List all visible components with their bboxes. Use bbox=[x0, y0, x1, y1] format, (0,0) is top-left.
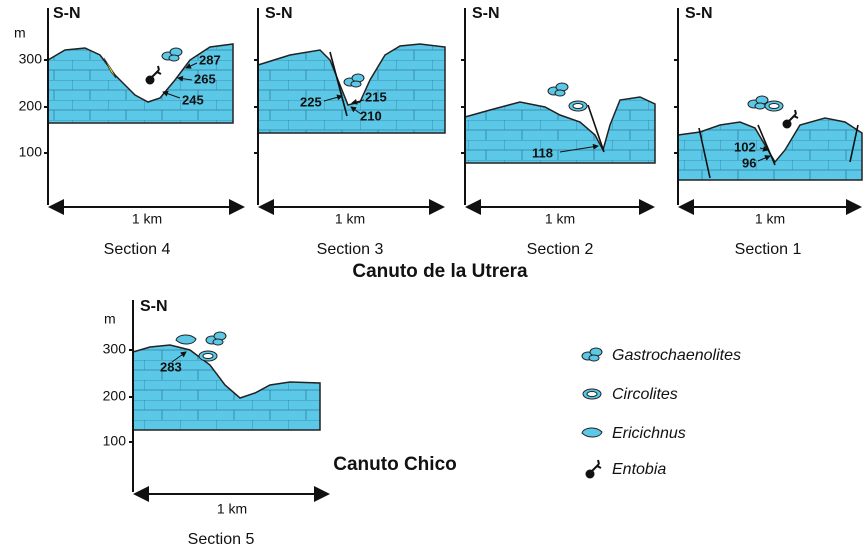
sample-label: 283 bbox=[160, 359, 182, 374]
sample-label: 118 bbox=[532, 145, 553, 160]
axis bbox=[254, 8, 258, 205]
axis-label: 200 bbox=[19, 98, 43, 114]
axis-unit: m bbox=[14, 25, 26, 41]
scale-label: 1 km bbox=[545, 211, 575, 227]
body: S-N m 300 200 100 1 km Section 4 287 265… bbox=[0, 0, 865, 550]
page: Cross-sections {"sections": [ {"title": … bbox=[0, 0, 865, 550]
section: S-N 1 km Section 3 225 215 210 bbox=[254, 5, 445, 258]
sample-label: 287 bbox=[199, 52, 221, 67]
axis bbox=[44, 8, 48, 205]
section: S-N 1 km Section 1 102 96 bbox=[674, 5, 862, 258]
sample-label: 265 bbox=[194, 71, 216, 86]
axis-label: 300 bbox=[103, 341, 127, 357]
icon bbox=[569, 101, 587, 111]
legend-label: Ericichnus bbox=[612, 425, 686, 442]
icon bbox=[765, 101, 783, 111]
section-title: S-N bbox=[265, 5, 293, 22]
axis-label: 300 bbox=[19, 51, 43, 67]
icon bbox=[146, 66, 162, 85]
terrain bbox=[465, 97, 655, 163]
section: S-N m 300 200 100 1 km Section 4 287 265… bbox=[14, 5, 243, 258]
scale-label: 1 km bbox=[755, 211, 785, 227]
icon bbox=[344, 74, 364, 87]
legend-icon bbox=[583, 389, 601, 399]
sample-label: 245 bbox=[182, 92, 204, 107]
icon bbox=[176, 335, 196, 344]
axis-label: 100 bbox=[19, 144, 43, 160]
group-title: Canuto de la Utrera bbox=[352, 261, 528, 282]
icon bbox=[548, 83, 568, 96]
section-title: S-N bbox=[140, 298, 168, 315]
section-title: S-N bbox=[53, 5, 81, 22]
section-caption: Section 2 bbox=[527, 241, 594, 258]
sample-label: 102 bbox=[734, 139, 756, 154]
icon bbox=[783, 110, 799, 129]
legend-label: Circolites bbox=[612, 386, 678, 403]
icon bbox=[206, 332, 226, 345]
sample-label: 225 bbox=[300, 94, 322, 109]
axis-label: 100 bbox=[103, 433, 127, 449]
section-title: S-N bbox=[685, 5, 713, 22]
icon bbox=[162, 48, 182, 61]
sample-label: 210 bbox=[360, 108, 382, 123]
axis-unit: m bbox=[104, 311, 116, 327]
section-title: S-N bbox=[472, 5, 500, 22]
section: S-N 1 km Section 2 118 bbox=[461, 5, 655, 258]
legend-icon bbox=[586, 460, 602, 479]
axis-label: 200 bbox=[103, 388, 127, 404]
legend-label: Entobia bbox=[612, 461, 666, 478]
axis bbox=[461, 8, 465, 205]
group-title: Canuto Chico bbox=[333, 454, 457, 475]
sample-label: 215 bbox=[365, 89, 387, 104]
section-caption: Section 3 bbox=[317, 241, 384, 258]
terrain bbox=[133, 345, 320, 430]
legend: Gastrochaenolites Circolites Ericichnus … bbox=[582, 347, 741, 478]
legend-label: Gastrochaenolites bbox=[612, 347, 741, 364]
scale-label: 1 km bbox=[335, 211, 365, 227]
scale-label: 1 km bbox=[132, 211, 162, 227]
section-caption: Section 1 bbox=[735, 241, 802, 258]
sample-label: 96 bbox=[742, 155, 756, 170]
icon bbox=[199, 351, 217, 361]
scale-label: 1 km bbox=[217, 501, 247, 517]
legend-icon bbox=[582, 348, 602, 361]
section-caption: Section 5 bbox=[188, 531, 255, 548]
legend-icon bbox=[582, 428, 602, 437]
terrain bbox=[678, 118, 862, 180]
terrain bbox=[258, 44, 445, 133]
axis bbox=[129, 300, 133, 492]
axis bbox=[674, 8, 678, 205]
figure: S-N m 300 200 100 1 km Section 4 287 265… bbox=[0, 0, 865, 550]
section: S-N m 300 200 100 1 km Section 5 283 bbox=[103, 298, 328, 548]
section-caption: Section 4 bbox=[104, 241, 171, 258]
